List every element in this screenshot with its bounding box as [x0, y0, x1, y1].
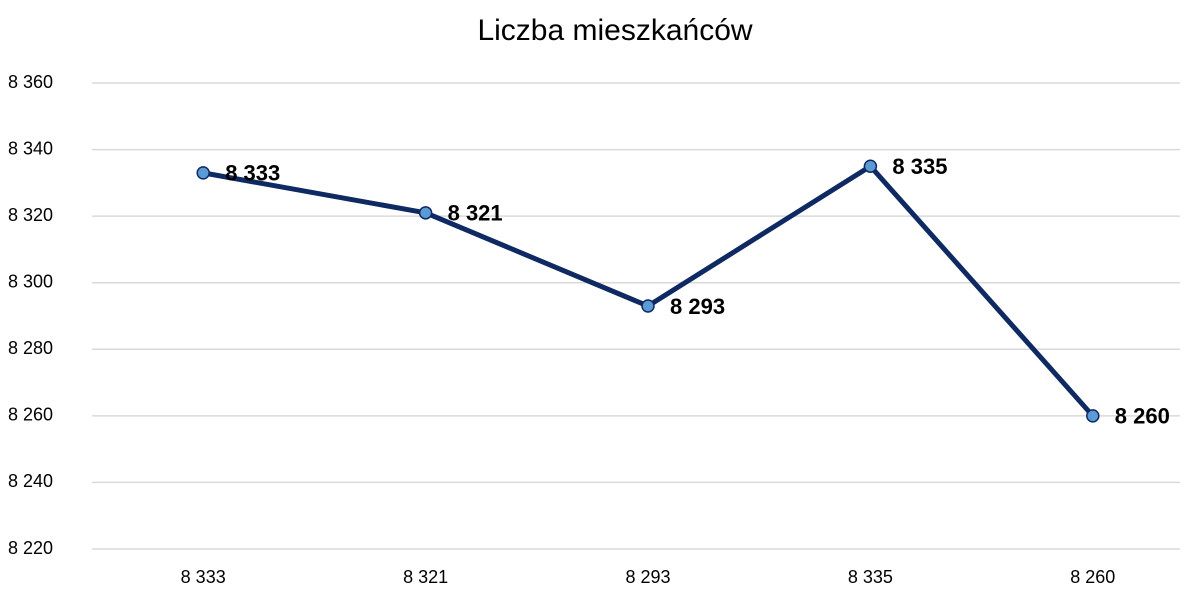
- point-marker: [641, 299, 655, 313]
- y-tick-label: 8 320: [8, 205, 53, 225]
- data-label: 8 333: [225, 161, 280, 186]
- y-tick-label: 8 220: [8, 538, 53, 558]
- point-marker: [196, 166, 210, 180]
- y-tick-label: 8 280: [8, 338, 53, 358]
- data-label: 8 335: [892, 154, 947, 179]
- y-tick-label: 8 240: [8, 471, 53, 491]
- point-marker: [418, 206, 433, 220]
- x-tick-label: 8 293: [625, 567, 670, 587]
- x-tick-label: 8 333: [181, 567, 226, 587]
- y-tick-label: 8 260: [8, 405, 53, 425]
- series-line: [202, 163, 1095, 418]
- x-tick-label: 8 321: [403, 567, 448, 587]
- point-marker: [863, 159, 878, 173]
- chart-title: Liczba mieszkańców: [477, 14, 752, 47]
- y-tick-label: 8 340: [8, 138, 53, 158]
- data-label: 8 321: [448, 201, 503, 226]
- y-tick-label: 8 300: [8, 271, 53, 291]
- y-tick-label: 8 360: [8, 72, 53, 92]
- data-label: 8 260: [1115, 404, 1170, 429]
- x-tick-label: 8 260: [1070, 567, 1115, 587]
- point-marker: [1086, 409, 1100, 423]
- x-tick-label: 8 335: [848, 567, 893, 587]
- data-label: 8 293: [670, 294, 725, 319]
